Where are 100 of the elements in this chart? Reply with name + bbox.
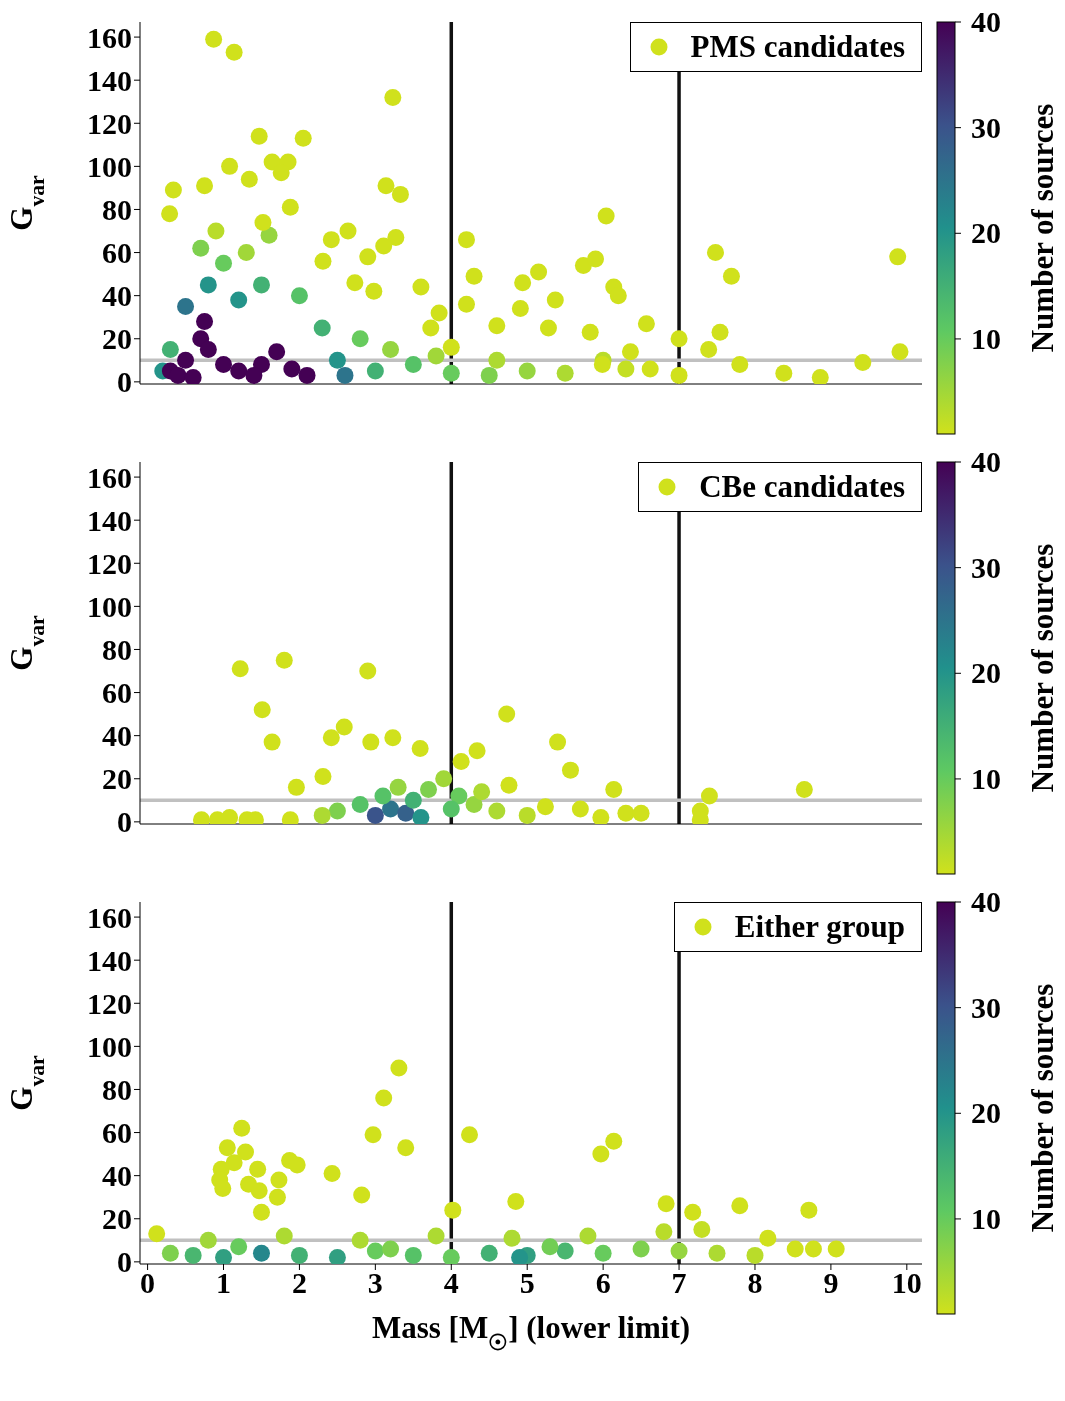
x-axis-title: Mass [M$_{☉}$] (lower limit) — [371, 1310, 691, 1355]
x-tick-label: 3 — [367, 1266, 383, 1300]
y-tick-label: 140 — [87, 943, 132, 977]
point — [322, 729, 340, 747]
point — [411, 740, 429, 758]
color-bar-label: 20 — [971, 656, 1001, 690]
y-tick-label: 100 — [87, 1030, 132, 1064]
point — [412, 809, 430, 824]
point — [221, 809, 239, 824]
point — [397, 804, 415, 822]
point — [382, 800, 400, 818]
point — [571, 800, 589, 818]
color-bar-label: 30 — [971, 990, 1001, 1024]
y-tick-label: 0 — [117, 1245, 132, 1279]
y-tick-label: 40 — [102, 719, 132, 753]
point — [328, 802, 346, 820]
y-tick-label: 40 — [102, 279, 132, 313]
legend-label: PMS candidates — [690, 29, 905, 65]
x-tick-label: 2 — [291, 1266, 307, 1300]
y-tick-label: 140 — [87, 503, 132, 537]
point — [561, 761, 579, 779]
y-tick-label: 80 — [102, 1073, 132, 1107]
y-tick-label: 160 — [87, 20, 132, 54]
color-bar-label: 40 — [971, 885, 1001, 918]
y-tick-label: 100 — [87, 590, 132, 624]
point — [442, 800, 460, 818]
color-bar-title: Number of sources — [1025, 103, 1060, 353]
y-tick-label: 60 — [102, 1116, 132, 1150]
point — [700, 787, 718, 805]
point — [420, 781, 438, 799]
y-tick-label: 0 — [117, 365, 132, 399]
x-tick-label: 4 — [443, 1266, 459, 1300]
color-bar-label: 10 — [971, 761, 1001, 795]
y-tick-label: 120 — [87, 986, 132, 1020]
point — [468, 742, 486, 760]
y-tick-label: 140 — [87, 63, 132, 97]
legend-label: CBe candidates — [699, 469, 905, 505]
point — [374, 787, 392, 805]
y-tick-label: 60 — [102, 676, 132, 710]
color-bar-title: Number of sources — [1025, 983, 1060, 1233]
y-tick-label: 120 — [87, 106, 132, 140]
point — [500, 776, 518, 794]
point — [362, 733, 380, 751]
y-tick-label: 0 — [117, 805, 132, 839]
point — [335, 718, 353, 736]
point — [253, 701, 271, 719]
color-bar-title: Number of sources — [1025, 543, 1060, 793]
point — [287, 778, 305, 796]
color-bar-label: 20 — [971, 216, 1001, 250]
y-tick-label: 160 — [87, 900, 132, 934]
x-tick-label: 6 — [595, 1266, 611, 1300]
point — [231, 660, 249, 678]
legend-label: Either group — [734, 909, 905, 945]
point — [795, 781, 813, 799]
point — [366, 806, 384, 824]
point — [450, 787, 468, 805]
point — [359, 662, 377, 680]
point — [605, 781, 623, 799]
y-tick-label: 120 — [87, 546, 132, 580]
x-tick-label: 9 — [823, 1266, 839, 1300]
y-tick-label: 20 — [102, 1202, 132, 1236]
color-bar-label: 10 — [971, 1201, 1001, 1235]
point — [404, 791, 422, 809]
point — [313, 806, 331, 824]
x-tick-label: 7 — [671, 1266, 687, 1300]
y-tick-label: 80 — [102, 633, 132, 667]
point — [617, 804, 635, 822]
color-bar-label: 10 — [971, 321, 1001, 355]
y-tick-label: 20 — [102, 762, 132, 796]
y-tick-label: 60 — [102, 236, 132, 270]
y-tick-label: 80 — [102, 193, 132, 227]
point — [384, 729, 402, 747]
point — [488, 802, 506, 820]
y-tick-label: 160 — [87, 460, 132, 494]
point — [452, 753, 470, 771]
point — [549, 733, 567, 751]
y-tick-label: 100 — [87, 150, 132, 184]
color-bar-label: 30 — [971, 110, 1001, 144]
x-tick-label: 5 — [519, 1266, 535, 1300]
point — [314, 768, 332, 786]
color-bar-label: 40 — [971, 445, 1001, 478]
x-tick-label: 1 — [216, 1266, 232, 1300]
point — [275, 651, 293, 669]
x-tick-label: 0 — [140, 1266, 156, 1300]
color-bar-label: 20 — [971, 1096, 1001, 1130]
point — [536, 798, 554, 816]
point — [263, 733, 281, 751]
point — [473, 783, 491, 801]
x-tick-label: 8 — [747, 1266, 763, 1300]
point — [435, 770, 453, 788]
point — [389, 778, 407, 796]
color-bar-label: 40 — [971, 5, 1001, 38]
point — [498, 705, 516, 723]
point — [592, 809, 610, 824]
point — [465, 796, 483, 814]
y-tick-label: 40 — [102, 1159, 132, 1193]
y-tick-label: 20 — [102, 322, 132, 356]
x-tick-label: 10 — [891, 1266, 922, 1300]
color-bar-label: 30 — [971, 550, 1001, 584]
point — [351, 796, 369, 814]
